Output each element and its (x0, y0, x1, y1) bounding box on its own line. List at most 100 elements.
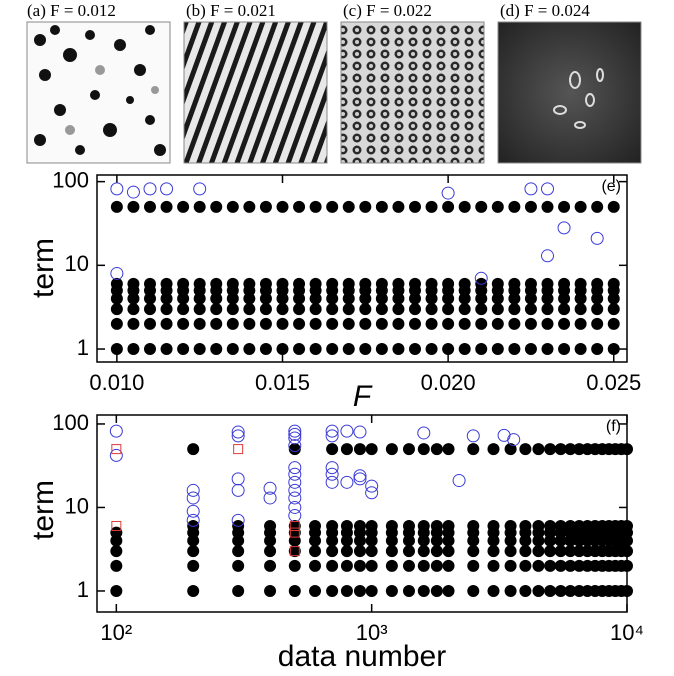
point (541, 343, 554, 356)
point (353, 559, 366, 572)
point (491, 317, 504, 330)
point (554, 443, 567, 456)
point (574, 303, 587, 316)
panel-label: (a) F = 0.012 (27, 1, 116, 20)
point (417, 559, 430, 572)
point (417, 443, 430, 456)
point (177, 277, 190, 290)
point (544, 545, 557, 558)
point (326, 443, 339, 456)
point (325, 467, 339, 481)
point (226, 303, 239, 316)
point (309, 317, 322, 330)
point (508, 200, 521, 213)
point (326, 277, 339, 290)
x-tick-label: 0.020 (421, 370, 476, 395)
point (309, 559, 322, 572)
point (607, 200, 620, 213)
point (442, 559, 455, 572)
point (417, 519, 430, 532)
point (558, 343, 571, 356)
point (127, 317, 140, 330)
point (325, 424, 339, 438)
point (504, 545, 517, 558)
point (231, 513, 245, 527)
point (340, 424, 354, 438)
point (591, 317, 604, 330)
point (365, 545, 378, 558)
image-a (26, 21, 171, 164)
point (353, 519, 366, 532)
point (276, 277, 289, 290)
panel-label: (e) (601, 178, 621, 195)
point (326, 317, 339, 330)
point (353, 584, 366, 597)
point (110, 200, 123, 213)
point (288, 519, 301, 532)
point (409, 303, 421, 316)
point (564, 584, 577, 597)
point (442, 277, 455, 290)
point (487, 545, 500, 558)
point (276, 343, 289, 356)
point (359, 277, 372, 290)
point (193, 182, 207, 196)
point (365, 519, 378, 532)
x-tick-label: 10² (100, 620, 132, 645)
point (558, 200, 571, 213)
y-tick-label: 1 (77, 577, 89, 602)
point (160, 303, 173, 316)
panel-label: (f) (606, 418, 621, 435)
point (309, 303, 322, 316)
point (325, 429, 339, 443)
point (557, 221, 571, 235)
point (177, 303, 190, 316)
point (573, 443, 586, 456)
point (293, 317, 306, 330)
point (425, 200, 438, 213)
point (607, 277, 620, 290)
point (442, 545, 455, 558)
point (365, 479, 379, 493)
point (232, 545, 245, 558)
point (519, 519, 532, 532)
point (289, 520, 300, 531)
point (359, 200, 372, 213)
point (467, 519, 480, 532)
point (193, 317, 206, 330)
point (504, 559, 517, 572)
point (144, 303, 156, 316)
plot-frame (96, 414, 628, 613)
point (607, 343, 620, 356)
point (524, 303, 537, 316)
point (524, 200, 537, 213)
point (111, 520, 122, 531)
point (573, 545, 586, 558)
point (574, 343, 587, 356)
x-tick-label: 10⁴ (610, 620, 644, 645)
point (309, 584, 322, 597)
point (353, 443, 366, 456)
point (474, 271, 488, 285)
point (441, 186, 455, 200)
point (564, 545, 577, 558)
point (288, 431, 302, 445)
point (558, 303, 571, 316)
point (210, 200, 223, 213)
point (541, 303, 554, 316)
point (417, 545, 430, 558)
point (288, 424, 302, 438)
point (385, 443, 398, 456)
point (430, 559, 443, 572)
point (402, 559, 415, 572)
point (289, 527, 300, 538)
point (226, 200, 239, 213)
point (375, 317, 388, 330)
point (263, 491, 277, 505)
point (210, 277, 223, 290)
point (524, 343, 537, 356)
point (467, 559, 480, 572)
point (340, 475, 354, 489)
point (532, 443, 545, 456)
point (326, 303, 339, 316)
